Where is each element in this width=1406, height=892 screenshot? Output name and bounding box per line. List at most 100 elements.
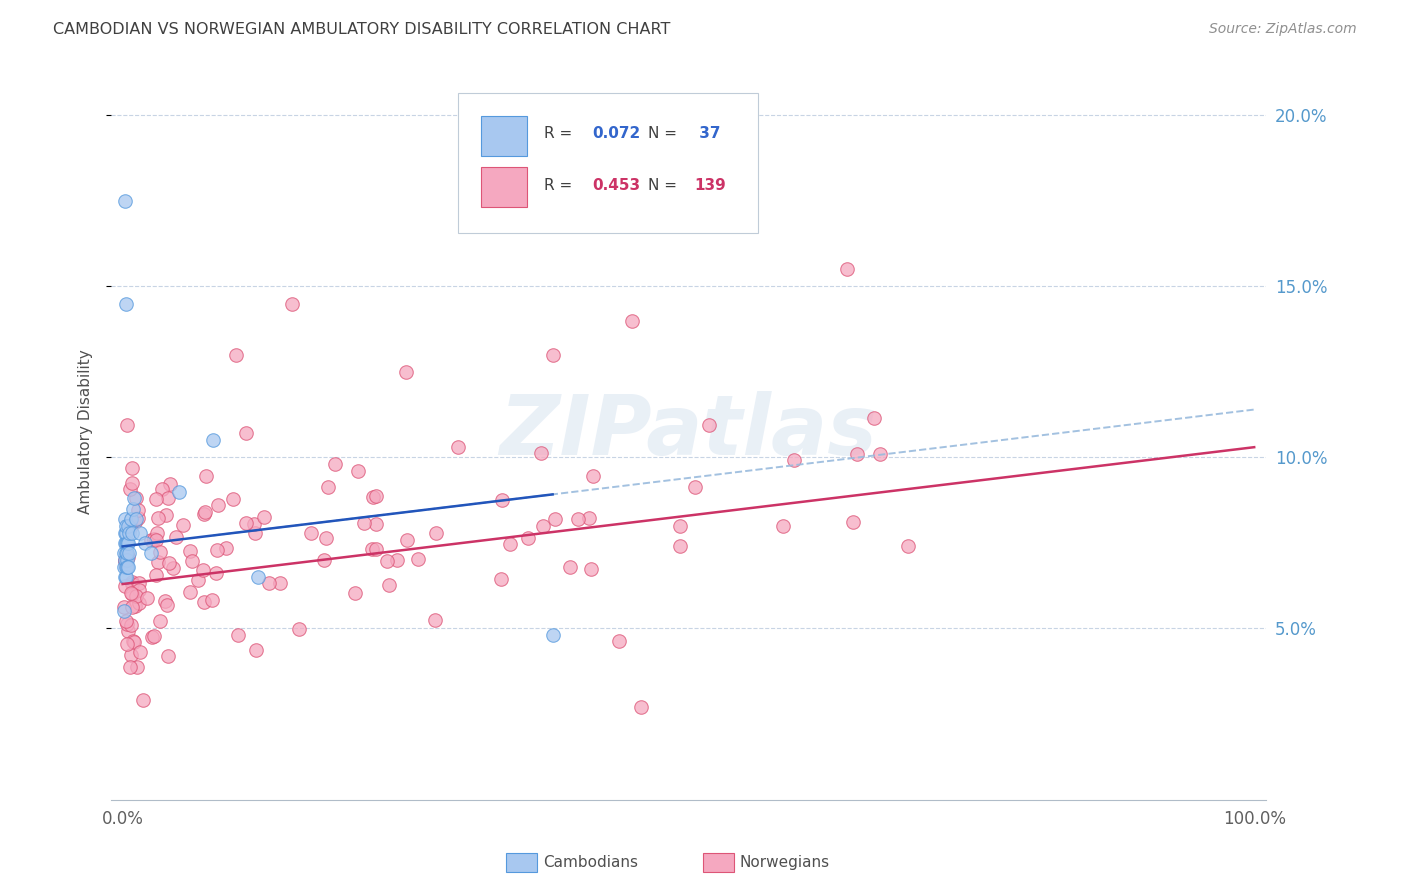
- Text: 37: 37: [695, 127, 721, 142]
- Point: [179, 544, 201, 558]
- Point: [157, 556, 180, 570]
- Text: Cambodians: Cambodians: [543, 855, 638, 870]
- Point: [243, 516, 266, 531]
- Point: [835, 262, 858, 277]
- Point: [114, 536, 136, 550]
- Point: [699, 417, 721, 432]
- Point: [156, 598, 179, 612]
- Point: [125, 512, 148, 526]
- Point: [121, 587, 143, 601]
- Point: [146, 556, 169, 570]
- Point: [128, 575, 150, 590]
- Point: [361, 490, 384, 504]
- Point: [323, 457, 346, 471]
- Point: [120, 618, 142, 632]
- Point: [114, 553, 136, 567]
- Point: [117, 417, 139, 432]
- Point: [122, 491, 145, 506]
- Point: [156, 649, 179, 664]
- Point: [118, 525, 141, 540]
- Point: [531, 519, 554, 533]
- Point: [120, 518, 142, 533]
- Point: [165, 530, 187, 544]
- Point: [115, 570, 138, 584]
- Point: [115, 546, 138, 560]
- Point: [193, 595, 215, 609]
- Point: [115, 536, 138, 550]
- Point: [159, 476, 181, 491]
- Point: [112, 600, 135, 615]
- Point: [115, 546, 138, 560]
- Point: [205, 543, 228, 558]
- Point: [353, 516, 375, 531]
- Point: [117, 624, 139, 639]
- Point: [253, 510, 276, 524]
- Point: [115, 553, 138, 567]
- Point: [157, 491, 180, 505]
- Point: [541, 628, 564, 642]
- Point: [120, 586, 142, 600]
- Point: [181, 554, 204, 568]
- Point: [112, 546, 135, 560]
- Text: CAMBODIAN VS NORWEGIAN AMBULATORY DISABILITY CORRELATION CHART: CAMBODIAN VS NORWEGIAN AMBULATORY DISABI…: [53, 22, 671, 37]
- Point: [364, 516, 387, 531]
- Point: [489, 573, 512, 587]
- Point: [863, 411, 886, 425]
- Point: [299, 525, 322, 540]
- Point: [344, 585, 367, 599]
- Point: [364, 542, 387, 557]
- Point: [361, 541, 384, 556]
- Point: [205, 566, 228, 581]
- Point: [247, 570, 270, 584]
- Point: [187, 574, 209, 588]
- Point: [734, 126, 756, 140]
- Point: [243, 526, 266, 541]
- Point: [117, 560, 139, 574]
- Point: [124, 515, 146, 529]
- Point: [530, 446, 553, 460]
- Point: [139, 533, 162, 547]
- Point: [141, 630, 163, 644]
- Point: [425, 526, 447, 541]
- Point: [620, 313, 643, 327]
- Point: [115, 637, 138, 651]
- Point: [115, 536, 138, 550]
- Point: [114, 512, 136, 526]
- Text: ZIPatlas: ZIPatlas: [499, 392, 877, 472]
- Point: [346, 464, 368, 478]
- Point: [668, 539, 690, 553]
- Point: [125, 491, 148, 505]
- Point: [517, 531, 540, 545]
- Point: [257, 575, 280, 590]
- Point: [112, 604, 135, 618]
- Point: [215, 541, 238, 555]
- Point: [134, 536, 156, 550]
- FancyBboxPatch shape: [457, 94, 758, 233]
- Point: [121, 600, 143, 615]
- Point: [378, 578, 401, 592]
- Point: [127, 503, 149, 517]
- Point: [145, 533, 167, 547]
- Point: [114, 194, 136, 208]
- FancyBboxPatch shape: [481, 116, 527, 156]
- Point: [124, 599, 146, 613]
- Point: [145, 526, 167, 541]
- Point: [202, 434, 225, 448]
- Point: [115, 296, 138, 310]
- Point: [115, 560, 138, 574]
- Point: [172, 518, 194, 533]
- Point: [121, 476, 143, 491]
- Point: [235, 516, 257, 530]
- Point: [578, 511, 600, 525]
- Point: [118, 521, 141, 535]
- Point: [115, 617, 138, 632]
- FancyBboxPatch shape: [481, 167, 527, 208]
- Point: [124, 589, 146, 603]
- Point: [115, 525, 138, 540]
- Point: [153, 594, 176, 608]
- Point: [150, 482, 173, 496]
- Point: [235, 425, 257, 440]
- Point: [139, 546, 162, 560]
- Text: R =: R =: [544, 127, 578, 142]
- Point: [115, 614, 138, 628]
